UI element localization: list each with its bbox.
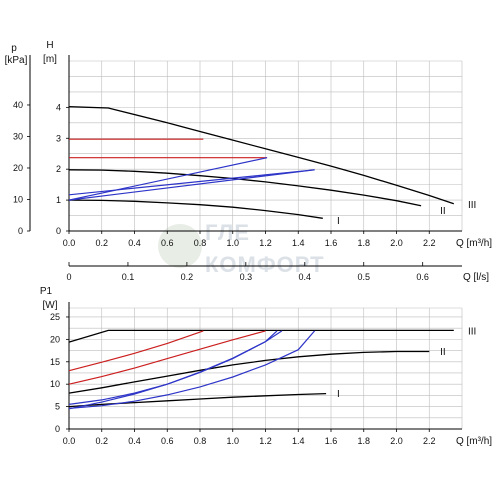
y-tick-label: 15	[50, 357, 60, 367]
y-tick-label: 1	[56, 195, 61, 205]
y-axis-label: H	[46, 40, 53, 51]
y-tick-label: 20	[50, 334, 60, 344]
kpa-tick-label: 10	[13, 194, 23, 204]
y-axis-label: P1	[40, 286, 53, 297]
series-line	[68, 169, 315, 201]
watermark-leaf-icon	[158, 224, 202, 268]
x-tick-label: 1.4	[292, 238, 305, 248]
x-tick-label: 0.8	[194, 238, 207, 248]
curve-label: III	[468, 326, 476, 337]
series-line	[68, 330, 266, 385]
x-tick-label: 0.2	[95, 238, 108, 248]
curve-label: II	[440, 347, 446, 358]
curve-label: II	[440, 206, 446, 217]
y-tick-label: 0	[55, 424, 60, 434]
x-tick-label: 0.4	[128, 436, 141, 446]
x-tick-label: 1.6	[325, 238, 338, 248]
flow-l-s-axis: 0 0.1 0.2 0.3 0.4 0.5 0.6 Q [l/s]	[66, 262, 489, 283]
x-axis-label: Q [m³/h]	[456, 436, 492, 447]
ls-tick-label: 0	[66, 272, 71, 282]
y-tick-label: 5	[55, 402, 60, 412]
y-tick-label: 0	[56, 226, 61, 236]
x-tick-label: 2.2	[423, 238, 436, 248]
x-tick-label: 1.8	[357, 436, 370, 446]
series-line-II	[68, 350, 430, 394]
series-line	[68, 330, 204, 372]
series-line	[68, 330, 316, 409]
x-tick-label: 2.0	[390, 436, 403, 446]
watermark-line-2: КОМФОРТ	[205, 252, 325, 277]
y-tick-label: 10	[50, 379, 60, 389]
x-axis-label: Q [m³/h]	[456, 238, 492, 249]
series-line	[68, 157, 268, 201]
y-axis-unit: [W]	[43, 300, 58, 311]
x-tick-label: 1.2	[259, 436, 272, 446]
x-tick-label: 1.2	[259, 238, 272, 248]
kpa-tick-label: 40	[13, 100, 23, 110]
power-chart: 0.0 0.2 0.4 0.6 0.8 1.0 1.2 1.4 1.6 1.8 2.0 2.2 Q [m…	[40, 286, 492, 447]
y-tick-label: 3	[56, 133, 61, 143]
series-line	[68, 330, 278, 410]
x-tick-label: 0.4	[128, 238, 141, 248]
ls-tick-label: 0.6	[416, 272, 429, 282]
kpa-tick-label: 30	[13, 131, 23, 141]
ls-tick-label: 0.4	[299, 272, 312, 282]
series-line-I	[68, 199, 323, 219]
series-line-III	[68, 106, 455, 205]
kpa-tick-label: 20	[13, 163, 23, 173]
series-line	[68, 169, 315, 196]
y-tick-label: 4	[56, 102, 61, 112]
y2-axis-label: p	[11, 43, 17, 54]
series-line-III	[68, 329, 454, 343]
x-tick-label: 0.2	[95, 436, 108, 446]
x-tick-label: 0.6	[161, 436, 174, 446]
ls-tick-label: 0.2	[181, 272, 194, 282]
x-tick-label: 2.2	[423, 436, 436, 446]
ls-tick-label: 0.3	[240, 272, 253, 282]
x-tick-label: 1.4	[292, 436, 305, 446]
head-chart: 0.0 0.2 0.4 0.6 0.8 1.0 1.2 1.4 1.6 1.8 2.0 2.2 Q [m…	[5, 40, 493, 249]
power-curves-grid	[68, 307, 463, 429]
series-line-II	[68, 169, 422, 207]
y2-axis-unit: [kPa]	[5, 55, 28, 66]
x-tick-label: 1.6	[325, 436, 338, 446]
y-tick-label: 2	[56, 164, 61, 174]
ls-tick-label: 0.1	[122, 272, 135, 282]
curve-label: III	[468, 200, 476, 211]
ls-axis-label: Q [l/s]	[463, 272, 489, 283]
curve-label: I	[337, 216, 340, 227]
x-tick-label: 0.0	[63, 436, 76, 446]
head-curves-grid	[68, 60, 463, 231]
x-tick-label: 1.8	[357, 238, 370, 248]
x-tick-label: 1.0	[226, 238, 239, 248]
kpa-tick-label: 0	[18, 226, 23, 236]
x-tick-label: 2.0	[390, 238, 403, 248]
y-tick-label: 25	[50, 312, 60, 322]
x-tick-label: 0.6	[161, 238, 174, 248]
curve-label: I	[337, 389, 340, 400]
x-tick-label: 1.0	[226, 436, 239, 446]
x-tick-label: 0.8	[194, 436, 207, 446]
y-axis-unit: [m]	[43, 54, 57, 65]
ls-tick-label: 0.5	[357, 272, 370, 282]
watermark: ГЛЕ КОМФОРТ	[158, 220, 325, 277]
x-tick-label: 0.0	[63, 238, 76, 248]
watermark-line-1: ГЛЕ	[205, 220, 250, 245]
